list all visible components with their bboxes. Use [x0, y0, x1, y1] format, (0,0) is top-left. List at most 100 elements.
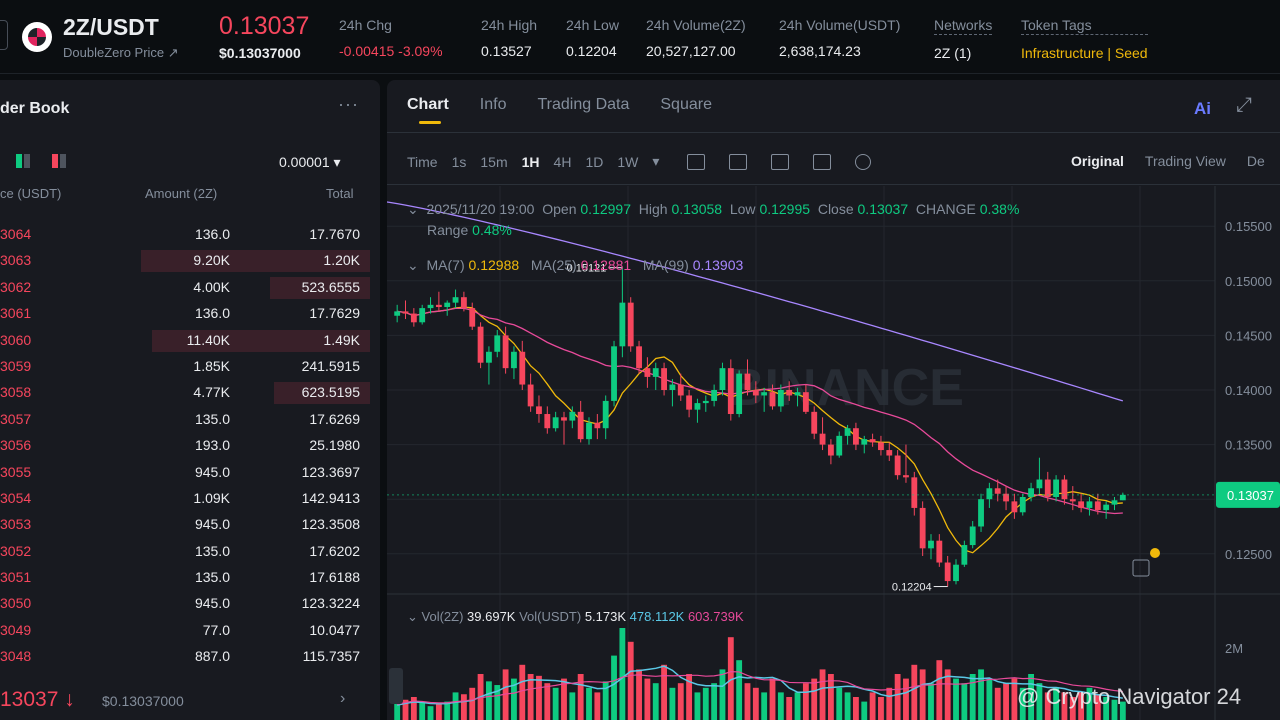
ask-row[interactable]: 3061 136.0 17.7629 — [0, 301, 370, 327]
stat-value[interactable]: 2Z (1) — [934, 45, 972, 61]
ask-row[interactable]: 3059 1.85K 241.5915 — [0, 354, 370, 380]
stat-label: 24h Volume(2Z) — [646, 17, 746, 33]
volume-bar — [519, 664, 526, 720]
view-mode-0[interactable]: Original — [1071, 153, 1124, 169]
chevron-down-icon[interactable]: ⌄ — [407, 257, 419, 273]
volume-bar — [702, 687, 709, 720]
orderbook-last-price: 13037 ↓ — [0, 688, 75, 711]
ask-row[interactable]: 3060 11.40K 1.49K — [0, 328, 370, 354]
tab-square[interactable]: Square — [660, 96, 712, 113]
stat-1: 24h High 0.13527 — [481, 17, 537, 59]
volume-bar — [511, 678, 517, 720]
ask-row[interactable]: 3049 77.0 10.0477 — [0, 618, 370, 644]
volume-bar — [719, 669, 726, 720]
volume-bar — [602, 681, 609, 720]
fullscreen-icon[interactable]: ⤢ — [1236, 94, 1252, 116]
ask-row[interactable]: 3051 135.0 17.6188 — [0, 565, 370, 591]
volume-legend-part: Vol(2Z) — [422, 609, 468, 624]
total-column-header: Total — [326, 186, 354, 201]
ai-assistant-icon[interactable]: Ai — [1194, 99, 1211, 118]
interval-4h[interactable]: 4H — [553, 153, 572, 170]
settings-icon[interactable] — [813, 153, 832, 170]
current-price-label: 0.13037 — [1227, 488, 1274, 503]
coin-price-link[interactable]: DoubleZero Price ↗ — [63, 45, 179, 60]
order-book-panel: der Book ··· 0.00001 ▾ ce (USDT) Amount … — [0, 80, 380, 720]
candlestick-chart[interactable]: 0.15500 0.15000 0.14500 0.14000 0.13500 0.130… — [387, 80, 1280, 720]
stat-label: Token Tags — [1021, 17, 1148, 35]
ask-row[interactable]: 3056 193.0 25.1980 — [0, 433, 370, 459]
precision-select[interactable]: 0.00001 ▾ — [279, 154, 341, 170]
book-mode-asks-icon[interactable] — [52, 154, 66, 168]
view-mode-2[interactable]: De — [1246, 153, 1265, 169]
y-tick-label: 0.15500 — [1225, 219, 1272, 234]
low-value: 0.12995 — [759, 201, 811, 217]
interval-1w[interactable]: 1W — [617, 153, 639, 170]
ask-price: 3064 — [0, 226, 32, 242]
more-options-icon[interactable]: ··· — [338, 94, 359, 114]
chevron-down-icon[interactable]: ⌄ — [407, 201, 419, 217]
orderbook-last-price-usd: $0.13037000 — [102, 693, 184, 709]
ask-list: 3064 136.0 17.7670 3063 9.20K 1.20K 3062 4.00K 5… — [0, 222, 370, 671]
ask-row[interactable]: 3050 945.0 123.3224 — [0, 591, 370, 617]
drawing-icon[interactable] — [855, 153, 872, 170]
volume-bar — [577, 674, 584, 720]
volume-bar — [994, 687, 1001, 720]
calendar-icon[interactable] — [687, 153, 706, 170]
interval-1h[interactable]: 1H — [521, 153, 540, 170]
ask-row[interactable]: 3052 135.0 17.6202 — [0, 539, 370, 565]
candle-body — [786, 390, 793, 396]
interval-1d[interactable]: 1D — [585, 153, 604, 170]
ask-row[interactable]: 3057 135.0 17.6269 — [0, 407, 370, 433]
tab-chart[interactable]: Chart — [407, 96, 449, 124]
volume-bar — [544, 683, 551, 720]
candle-body — [611, 346, 617, 401]
candle-body — [936, 540, 943, 563]
view-mode-1[interactable]: Trading View — [1144, 153, 1226, 169]
ask-total: 142.9413 — [301, 489, 360, 506]
candle-body — [903, 475, 909, 478]
candle-body — [402, 311, 409, 314]
ask-total: 10.0477 — [309, 621, 360, 638]
volume-bar — [827, 674, 834, 720]
ask-row[interactable]: 3048 887.0 115.7357 — [0, 644, 370, 670]
high-label: High — [638, 201, 668, 217]
candle-body — [486, 351, 492, 363]
ask-price: 3050 — [0, 595, 32, 612]
candle-type-icon[interactable] — [771, 153, 790, 170]
interval-more-icon[interactable]: ▾ — [652, 153, 660, 169]
volume-legend-part: ⌄ — [407, 609, 422, 624]
tab-info[interactable]: Info — [479, 96, 507, 113]
chevron-right-icon[interactable]: › — [340, 690, 346, 707]
ask-row[interactable]: 3063 9.20K 1.20K — [0, 248, 370, 274]
ask-row[interactable]: 3062 4.00K 523.6555 — [0, 275, 370, 301]
volume-legend-part: 603.739K — [688, 609, 744, 624]
ask-amount: 1.85K — [193, 357, 230, 374]
volume-bar — [861, 701, 868, 720]
pair-title[interactable]: 2Z/USDT — [63, 14, 159, 40]
ask-row[interactable]: 3055 945.0 123.3697 — [0, 460, 370, 486]
volume-legend: ⌄ Vol(2Z) 39.697K Vol(USDT) 5.173K 478.1… — [407, 609, 744, 624]
candle-body — [536, 406, 542, 415]
ask-row[interactable]: 3064 136.0 17.7670 — [0, 222, 370, 248]
ask-total: 241.5915 — [301, 357, 360, 374]
interval-time[interactable]: Time — [407, 153, 438, 170]
volume-bar — [494, 685, 501, 720]
indicator-icon[interactable] — [729, 153, 748, 170]
interval-15m[interactable]: 15m — [480, 153, 508, 170]
volume-bar — [811, 678, 818, 720]
interval-1s[interactable]: 1s — [451, 153, 467, 170]
candle-body — [1036, 479, 1043, 489]
collapse-tab[interactable] — [0, 20, 8, 50]
volume-bar — [594, 692, 601, 720]
stat-value: 20,527,127.00 — [646, 43, 736, 59]
candle-body — [427, 304, 434, 309]
candle-body — [994, 488, 1001, 494]
volume-bar — [1003, 683, 1009, 720]
stat-value[interactable]: Infrastructure | Seed — [1021, 45, 1148, 61]
tab-trading-data[interactable]: Trading Data — [537, 96, 630, 113]
ask-total: 123.3508 — [301, 516, 360, 533]
book-mode-both-icon[interactable] — [16, 154, 30, 168]
ask-row[interactable]: 3054 1.09K 142.9413 — [0, 486, 370, 512]
ask-row[interactable]: 3058 4.77K 623.5195 — [0, 380, 370, 406]
ask-row[interactable]: 3053 945.0 123.3508 — [0, 512, 370, 538]
